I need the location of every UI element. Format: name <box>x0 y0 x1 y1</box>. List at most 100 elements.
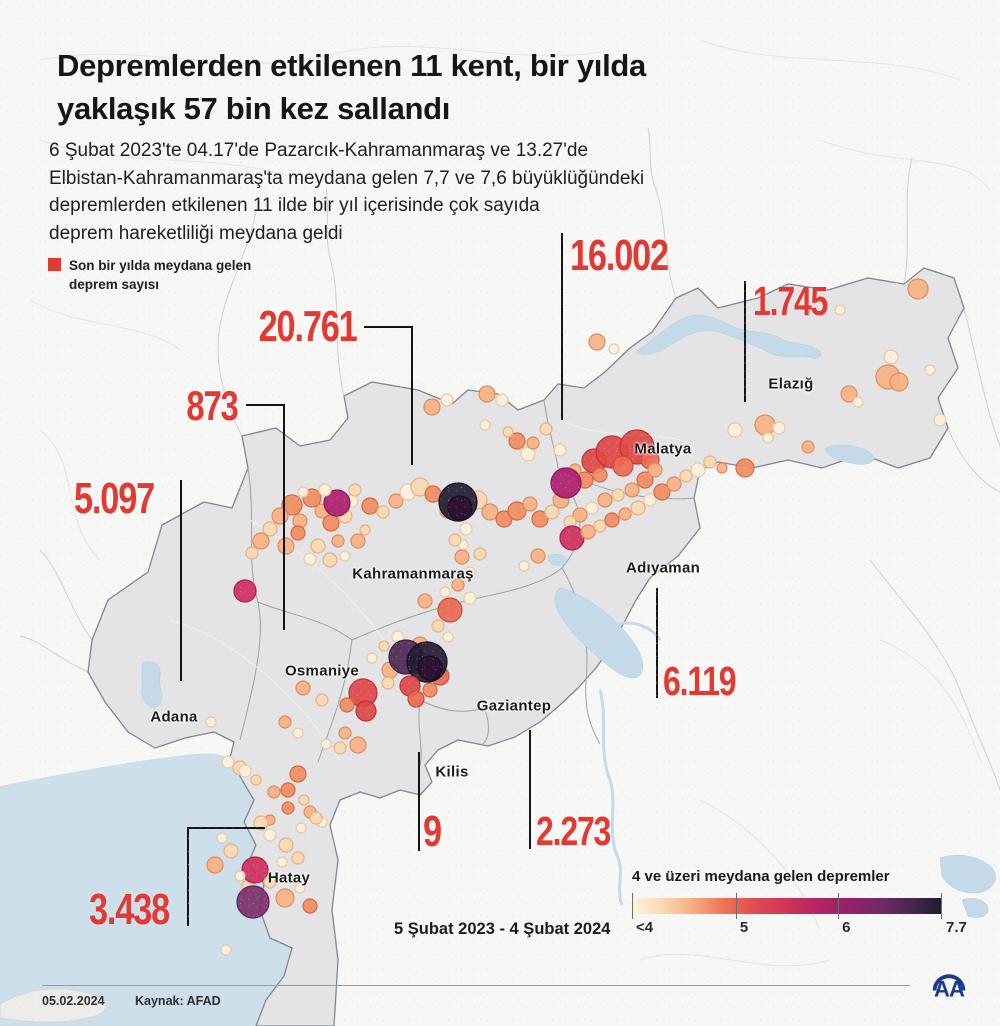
quake-dot <box>478 385 496 403</box>
stat-count-malatya: 16.002 <box>570 231 669 280</box>
stat-count-gaziantep: 2.273 <box>536 808 611 854</box>
footer-source: Kaynak: AFAD <box>135 994 221 1008</box>
quake-dot <box>338 726 352 740</box>
quake-dot <box>550 467 582 499</box>
stat-count-osmaniye: 873 <box>186 382 239 429</box>
quake-dot <box>309 811 323 825</box>
city-label-adana: Adana <box>150 708 198 726</box>
quake-dot <box>331 534 345 548</box>
quake-dot <box>366 652 378 664</box>
quake-dot <box>530 548 546 564</box>
footer-divider <box>42 985 910 986</box>
quake-dot <box>636 471 654 489</box>
quake-dot <box>924 364 936 376</box>
quake-dot <box>278 837 294 853</box>
quake-dot <box>464 566 476 578</box>
quake-dot <box>518 560 530 572</box>
quake-dot <box>422 682 438 698</box>
aa-agency-logo: AA <box>932 974 966 1001</box>
scale-title: 4 ve üzeri meydana gelen depremler <box>632 868 890 885</box>
quake-dot <box>303 552 317 566</box>
magnitude-scale-legend: 4 ve üzeri meydana gelen depremler <4 5 6 7… <box>632 868 967 936</box>
quake-dot <box>297 486 309 498</box>
footer-date: 05.02.2024 <box>42 994 105 1008</box>
quake-dot <box>592 467 608 483</box>
subtitle-line: Elbistan-Kahramanmaraş'ta meydana gelen … <box>49 167 645 189</box>
background-contours <box>29 39 991 967</box>
quake-dot <box>437 597 463 623</box>
quake-dot <box>250 774 262 786</box>
quake-dot <box>481 503 499 521</box>
quake-dot <box>262 521 278 537</box>
quake-dot <box>611 488 625 502</box>
quake-dot <box>376 505 390 519</box>
quake-dot <box>355 700 377 722</box>
quake-dot <box>593 519 607 533</box>
quake-dot <box>612 455 634 477</box>
quake-dot <box>315 693 329 707</box>
quake-dot <box>690 462 706 478</box>
stat-count-hatay: 3.438 <box>89 885 170 934</box>
quake-dot <box>216 832 228 844</box>
quake-dot <box>473 547 487 561</box>
quake-dot <box>318 483 332 497</box>
quake-dot <box>889 372 909 392</box>
quake-dot <box>608 343 620 355</box>
quake-dot <box>439 586 451 598</box>
scale-tick <box>735 893 737 919</box>
quake-dot <box>290 525 306 541</box>
quake-dot <box>666 476 682 492</box>
quake-dot <box>238 764 252 778</box>
scale-tick-label: 6 <box>842 919 851 936</box>
quake-dot <box>508 432 526 450</box>
quake-dot <box>703 455 717 469</box>
quake-dot <box>442 631 454 643</box>
stat-count-adiyaman: 6.119 <box>663 658 737 704</box>
quake-dot <box>295 680 311 696</box>
quake-dot <box>417 655 443 681</box>
quake-dot <box>281 494 303 516</box>
quake-dot <box>834 304 846 316</box>
page-title: Depremlerden etkilenen 11 kent, bir yıld… <box>57 44 646 130</box>
quake-dot <box>454 549 470 565</box>
quake-dot <box>277 537 295 555</box>
aa-logo-text: AA <box>934 976 965 1001</box>
quake-dot <box>883 349 899 365</box>
quake-dot <box>348 483 362 497</box>
callout-line-osmaniye <box>246 404 285 630</box>
quake-dot <box>451 578 465 592</box>
quake-dot <box>275 888 295 908</box>
quake-dot <box>206 856 224 874</box>
date-range: 5 Şubat 2023 - 4 Şubat 2024 <box>394 920 611 938</box>
quake-dot <box>624 482 640 498</box>
quake-dot <box>618 507 632 521</box>
city-label-kilis: Kilis <box>435 763 469 781</box>
quake-dot <box>852 396 864 408</box>
stat-count-kahramanmaras: 20.761 <box>259 302 358 351</box>
quake-dot <box>479 419 491 431</box>
city-label-elazig: Elazığ <box>768 375 814 393</box>
quake-dot <box>447 495 473 521</box>
quake-dot <box>762 432 774 444</box>
scale-tick-label: 5 <box>739 919 749 936</box>
scale-tick <box>941 893 942 919</box>
city-label-gaziantep: Gaziantep <box>476 697 552 715</box>
quake-dot <box>502 426 514 438</box>
quake-dot <box>840 385 858 403</box>
quake-dot <box>291 851 305 865</box>
quake-dot <box>772 421 786 435</box>
quake-dot <box>350 533 366 549</box>
quake-dot <box>302 898 318 914</box>
quake-dot <box>253 815 269 831</box>
stat-count-adana: 5.097 <box>74 474 155 523</box>
quake-dot <box>339 697 355 713</box>
cyprus-island <box>0 988 107 1023</box>
scale-tick-label: <4 <box>636 919 654 936</box>
quake-dot <box>801 440 815 454</box>
quake-dot <box>359 524 371 536</box>
quake-dot <box>381 676 395 690</box>
quake-dot <box>423 398 441 416</box>
quake-dot <box>236 885 270 919</box>
